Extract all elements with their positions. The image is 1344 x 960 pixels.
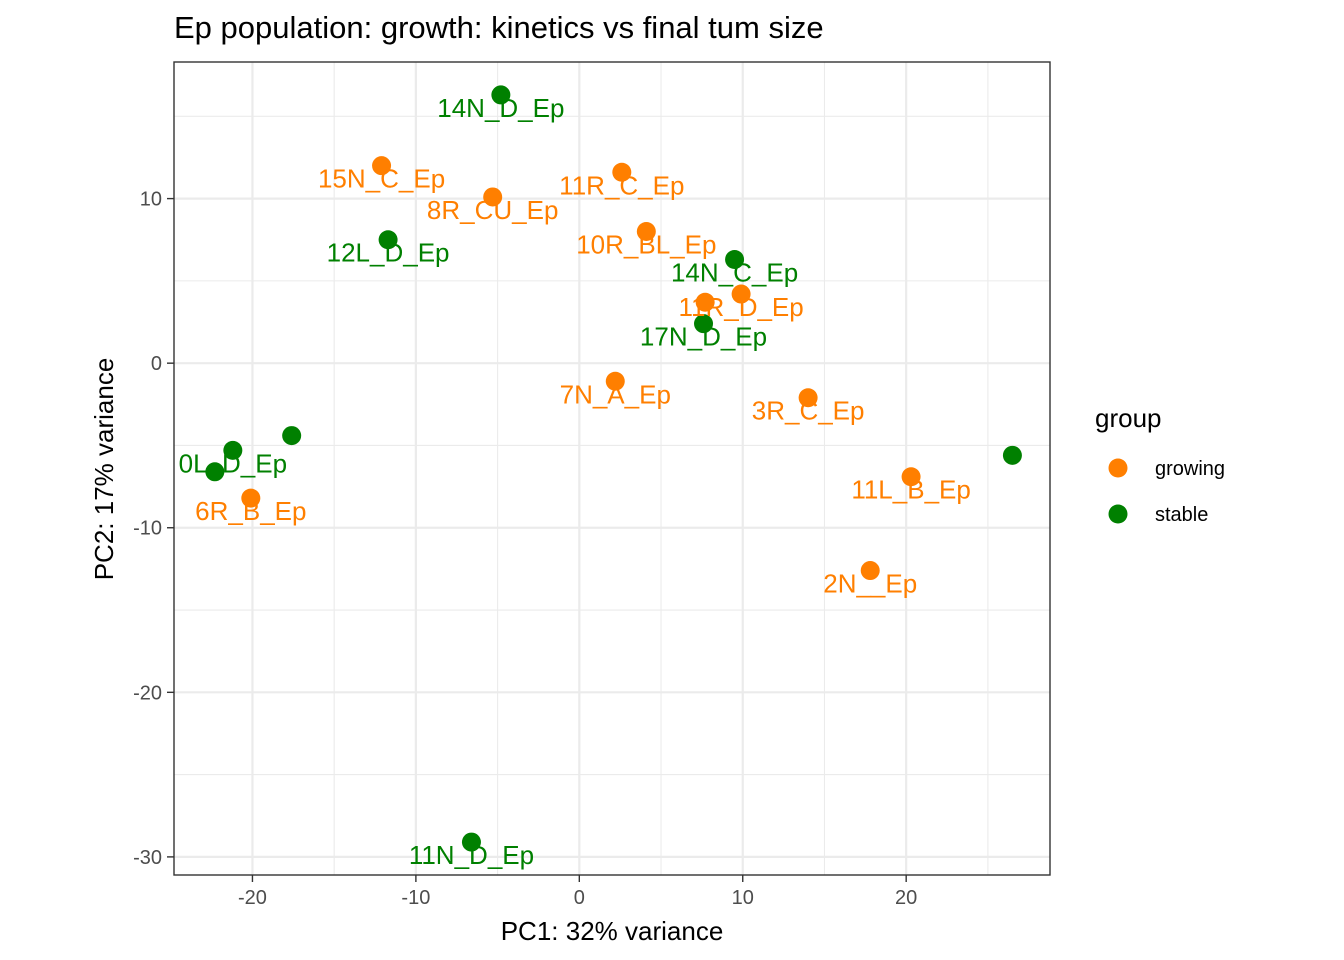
point-label: 11L_B_Ep [851,475,971,505]
x-tick-label: -10 [401,887,430,909]
x-tick-label: 0 [574,887,585,909]
legend-label-growing: growing [1155,458,1225,480]
point-label: 11N_D_Ep [409,840,534,870]
data-point [860,561,880,581]
legend-key-stable [1108,504,1128,524]
legend-label-stable: stable [1155,504,1208,526]
point-label: 6R_B_Ep [195,496,306,526]
point-label: 14N_D_Ep [437,93,564,123]
point-label: 15N_C_Ep [318,164,445,194]
data-point [461,832,481,852]
point-label: 7N_A_Ep [560,379,671,409]
data-point [605,371,625,391]
data-point [901,467,921,487]
data-point [1002,445,1022,465]
point-label: 11R_C_Ep [559,170,684,200]
point-label: 12L_D_Ep [327,238,450,268]
data-point [378,230,398,250]
data-points [205,85,1022,852]
y-tick-label: -10 [133,518,162,540]
data-point [205,462,225,482]
y-tick-label: -30 [133,847,162,869]
point-label: 0L_D_Ep [179,448,287,478]
major-gridlines [174,62,1050,875]
data-point [695,292,715,312]
y-axis-title: PC2: 17% variance [89,358,119,581]
point-label: 14N_C_Ep [671,257,798,287]
legend: group growing stable [1095,403,1225,526]
x-tick-label: -20 [238,887,267,909]
data-point [223,440,243,460]
legend-key-growing [1108,458,1128,478]
legend-title: group [1095,403,1162,433]
y-tick-label: -20 [133,682,162,704]
y-tick-label: 0 [151,353,162,375]
point-label: 17N_D_Ep [640,322,767,352]
panel-border [173,61,1051,876]
x-tick-label: 20 [895,887,917,909]
data-point [491,85,511,105]
data-point [731,284,751,304]
data-point [612,162,632,182]
y-tick-label: 10 [140,189,162,211]
x-axis-title: PC1: 32% variance [501,916,724,946]
data-point [725,249,745,269]
point-label: 3R_C_Ep [752,396,865,426]
x-tick-label: 10 [732,887,754,909]
data-point [483,187,503,207]
point-label: 11R_D_Ep [678,292,803,322]
point-label: 2N__Ep [823,569,917,599]
chart-title: Ep population: growth: kinetics vs final… [174,10,824,45]
data-point [798,388,818,408]
point-label: 8R_CU_Ep [427,195,559,225]
data-point [636,222,656,242]
data-point [372,156,392,176]
point-label: 10R_BL_Ep [576,230,716,260]
data-point [694,314,714,334]
data-point [241,488,261,508]
x-axis: -20 -10 0 10 20 [238,875,917,909]
y-axis: -30 -20 -10 0 10 [133,189,174,869]
data-point [282,426,302,446]
